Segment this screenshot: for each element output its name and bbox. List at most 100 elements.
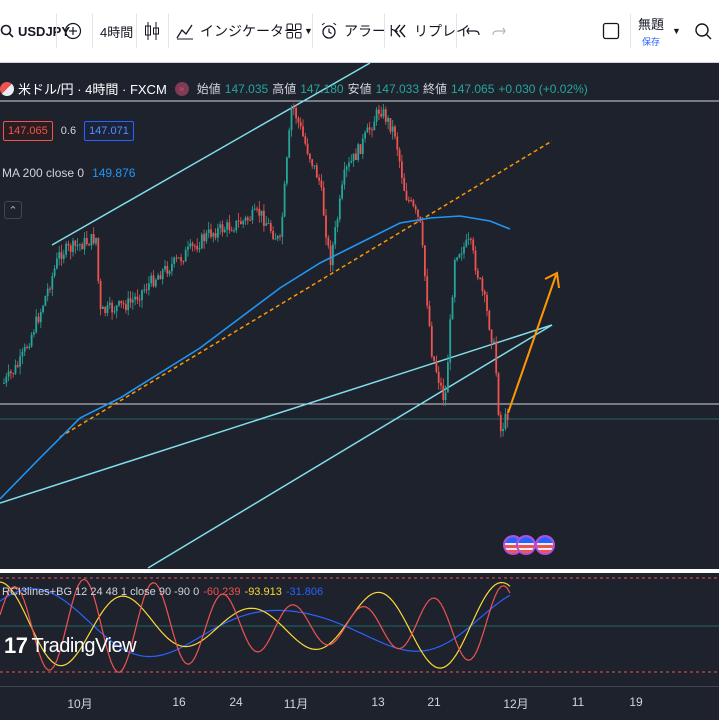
- rci-indicator-canvas[interactable]: [0, 574, 719, 685]
- chart-type-button[interactable]: [144, 0, 160, 62]
- ma-value: 149.876: [92, 166, 136, 180]
- candle-body: [230, 230, 233, 232]
- redo-button[interactable]: [492, 0, 506, 62]
- buy-button[interactable]: 147.071: [84, 121, 134, 141]
- low-label: 安値: [347, 82, 372, 96]
- candle-body: [371, 129, 373, 131]
- ma-legend[interactable]: MA 200 close 0 149.876: [2, 166, 135, 180]
- candle-body: [442, 385, 445, 400]
- candle-body: [118, 300, 120, 306]
- candle-body: [134, 296, 136, 300]
- candle-body: [226, 222, 228, 230]
- rci-mid-value: -93.913: [244, 586, 282, 598]
- candle-body: [207, 229, 210, 233]
- economic-event-icon[interactable]: [535, 535, 555, 555]
- candle-body: [157, 275, 159, 280]
- chart-pane[interactable]: 米ドル/円 · 4時間 · FXCM ≈ 始値 147.035 高値 147.1…: [0, 63, 719, 719]
- candle-body: [49, 288, 51, 290]
- candle-body: [26, 346, 28, 348]
- candle-body: [104, 306, 107, 314]
- collapse-legend-button[interactable]: ⌃: [4, 201, 22, 219]
- pane-separator[interactable]: [0, 569, 719, 573]
- x-tick: 11月: [283, 697, 309, 711]
- undo-button[interactable]: [466, 0, 480, 62]
- rci-short-value: -60.239: [203, 586, 241, 598]
- rci-short-line: [0, 578, 511, 673]
- candle-body: [184, 249, 187, 262]
- candle-body: [345, 166, 348, 170]
- candle-body: [497, 373, 500, 415]
- time-axis[interactable]: 10月 16 24 11月 13 21 12月 11 19: [0, 686, 719, 720]
- indicators-button[interactable]: インジケーター ▼: [176, 0, 313, 62]
- tradingview-logo[interactable]: 17 TradingView: [4, 633, 137, 659]
- candle-body: [460, 253, 463, 255]
- candle-body: [437, 371, 440, 383]
- layouts-button[interactable]: [286, 0, 302, 62]
- search-icon: [0, 24, 14, 38]
- layout-toggle-button[interactable]: [602, 0, 620, 62]
- price-chart-canvas[interactable]: [0, 63, 719, 623]
- candle-body: [148, 283, 150, 290]
- candle-body: [129, 298, 132, 303]
- candle-body: [332, 244, 334, 266]
- candle-body: [205, 232, 208, 242]
- candle-body: [329, 245, 332, 266]
- candle-body: [396, 136, 399, 150]
- interval-label: 4時間: [100, 24, 134, 40]
- candle-body: [361, 138, 364, 154]
- candle-body: [465, 239, 468, 247]
- candle-body: [111, 302, 113, 313]
- alert-button[interactable]: アラート: [320, 0, 400, 62]
- channel-upper-line: [51, 63, 371, 246]
- candle-body: [187, 246, 189, 250]
- candle-body: [90, 234, 93, 246]
- save-status: 保存: [642, 37, 661, 47]
- candle-body: [219, 224, 222, 229]
- ma200-line: [0, 215, 511, 500]
- economic-event-icon[interactable]: [516, 535, 536, 555]
- candle-body: [23, 346, 26, 352]
- candle-body: [325, 215, 327, 238]
- candle-body: [60, 252, 63, 259]
- high-label: 高値: [272, 82, 297, 96]
- candle-body: [403, 177, 406, 191]
- candle-body: [433, 356, 435, 361]
- save-layout-button[interactable]: 無題 保存: [638, 0, 664, 62]
- chevron-down-icon: ▼: [672, 26, 681, 36]
- chevron-up-icon: ⌃: [8, 204, 18, 217]
- replay-button[interactable]: リプレイ: [392, 0, 470, 62]
- candle-body: [223, 229, 226, 233]
- x-tick: 16: [172, 695, 186, 709]
- candle-body: [338, 198, 341, 220]
- candle-body: [444, 392, 447, 400]
- candle-body: [322, 187, 325, 216]
- chevron-down-icon: ▼: [304, 26, 313, 36]
- compare-symbol-button[interactable]: [64, 0, 82, 62]
- x-tick: 13: [371, 695, 385, 709]
- forecast-arrow-head: [544, 271, 560, 289]
- candle-body: [375, 109, 378, 122]
- candle-body: [412, 200, 415, 207]
- rci-legend[interactable]: RCI3lines+BG 12 24 48 1 close 90 -90 0 -…: [2, 586, 323, 598]
- candle-body: [56, 258, 58, 269]
- candle-body: [476, 270, 479, 278]
- candle-body: [426, 276, 429, 306]
- logo-text: TradingView: [31, 634, 137, 657]
- candle-body: [350, 161, 353, 163]
- symbol-search-button[interactable]: USDJPY: [0, 0, 70, 62]
- quick-search-button[interactable]: [694, 0, 712, 62]
- candle-body: [161, 269, 164, 280]
- candle-body: [290, 107, 293, 131]
- rci-long-line: [0, 588, 511, 658]
- candle-body: [141, 290, 143, 301]
- candle-body: [120, 300, 123, 304]
- candle-body: [407, 200, 410, 202]
- candle-body: [472, 239, 475, 251]
- symbol-title[interactable]: 米ドル/円 · 4時間 · FXCM: [18, 82, 167, 97]
- candle-body: [451, 297, 454, 320]
- candle-body: [265, 223, 268, 226]
- save-menu-button[interactable]: ▼: [672, 0, 681, 62]
- sell-button[interactable]: 147.065: [3, 121, 53, 141]
- interval-button[interactable]: 4時間: [100, 0, 133, 62]
- candle-body: [240, 221, 242, 225]
